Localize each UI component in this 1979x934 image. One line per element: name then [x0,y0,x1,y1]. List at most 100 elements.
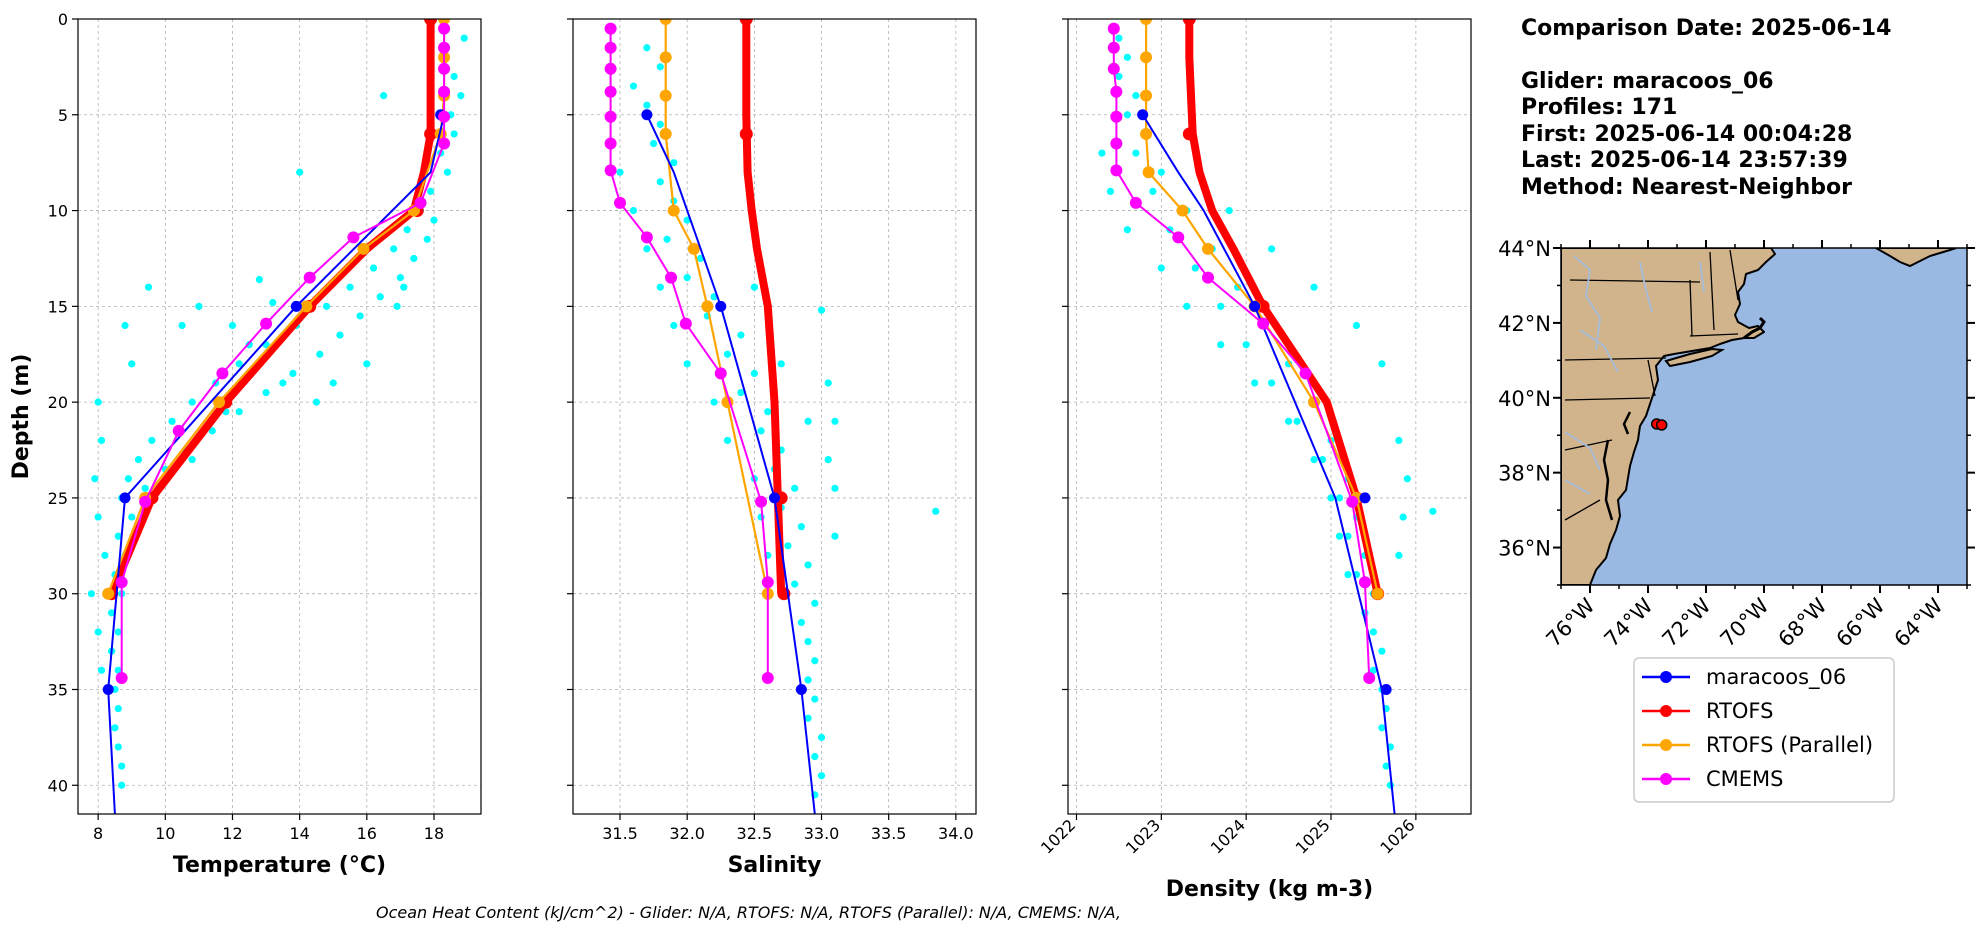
salinity-glider-obs-point [750,283,758,291]
salinity-glider-obs-point [797,523,805,531]
density-glider-obs-point [1378,724,1386,732]
density-marker-cmems [1110,85,1123,98]
density-marker-cmems [1172,231,1185,244]
density-glider-obs-point [1098,149,1106,157]
temperature-glider-obs-point [121,321,129,330]
temperature-y-tick-label: 10 [48,202,68,221]
salinity-marker-rtofs [739,127,753,141]
temperature-marker-cmems [172,424,185,437]
density-glider-obs-point [1378,360,1386,368]
salinity-x-tick-label: 34.0 [938,824,974,843]
map-land [1561,248,1776,585]
temperature-y-tick-label: 40 [48,776,68,795]
salinity-glider-obs-point [764,408,772,416]
density-line-maracoos-06 [1141,114,1396,814]
salinity-glider-obs-point [932,507,940,515]
density-glider-obs-point [1429,507,1437,515]
salinity-glider-obs-point [791,484,799,492]
salinity-marker-cmems [665,271,678,284]
density-glider-obs-point [1268,379,1276,387]
density-glider-obs-point [1242,341,1250,349]
temperature-x-axis-label: Temperature (°C) [173,853,386,878]
salinity-line-rtofs [742,19,786,594]
salinity-glider-obs-point [811,695,819,703]
salinity-glider-obs-point [656,120,664,128]
salinity-glider-obs-point [817,772,826,780]
temperature-glider-obs-point [346,283,354,291]
density-glider-obs-point [1378,647,1386,655]
density-glider-obs-point [1115,34,1123,42]
temperature-marker-maracoos-06 [290,300,302,312]
salinity-marker-cmems [714,367,727,380]
temperature-glider-obs-point [403,226,411,234]
density-glider-obs-point [1382,762,1390,770]
temperature-glider-obs-point [279,379,287,387]
salinity-glider-obs-point [811,657,819,665]
density-plot-area [1098,19,1437,814]
density-marker-cmems [1201,271,1214,284]
salinity-marker-cmems [604,164,617,177]
density-glider-obs-point [1132,92,1140,100]
density-glider-obs-point [1217,302,1225,310]
salinity-marker-rtofs [739,19,753,26]
salinity-glider-obs-point [629,82,638,90]
temperature-glider-obs-point [128,513,136,521]
map-lat-label: 36°N [1498,537,1551,561]
salinity-glider-obs-point [616,168,624,176]
method: Method: Nearest-Neighbor [1521,175,1852,200]
info-block: Comparison Date: 2025-06-14 Glider: mara… [1521,16,1891,200]
density-marker-rtofs [1182,127,1196,141]
salinity-glider-obs-point [804,637,812,646]
salinity-marker-cmems [614,196,627,209]
salinity-marker-rtofs-parallel- [659,89,672,102]
map-lon-label: 64°W [1890,593,1948,651]
temperature-marker-cmems [139,495,152,508]
temperature-glider-obs-point [101,551,109,559]
density-marker-cmems [1107,62,1120,75]
temperature-marker-maracoos-06 [102,683,114,695]
density-glider-obs-point [1344,532,1352,540]
density-glider-obs-point [1327,494,1335,502]
temperature-marker-rtofs [424,127,438,141]
salinity-glider-obs-point [824,379,832,387]
map-lon-label: 74°W [1600,593,1658,651]
salinity-marker-cmems [604,110,617,123]
map-lon-label: 68°W [1774,593,1832,651]
salinity-marker-cmems [604,62,617,75]
density-glider-obs-point [1344,570,1352,579]
temperature-marker-cmems [438,110,451,123]
salinity-glider-obs-point [656,283,664,291]
density-glider-obs-point [1217,341,1225,349]
salinity-glider-obs-point [670,159,678,167]
temperature-x-tick-label: 16 [357,824,377,843]
temperature-glider-obs-point [269,298,277,307]
last-time: Last: 2025-06-14 23:57:39 [1521,148,1848,173]
temperature-marker-cmems [115,576,128,589]
density-glider-obs-point [1123,53,1131,61]
density-x-tick-label: 1024 [1207,815,1249,857]
temperature-glider-obs-point [87,590,96,598]
temperature-marker-rtofs-parallel- [102,587,115,600]
salinity-axes-frame [572,18,977,815]
density-glider-obs-point [1399,513,1407,521]
temperature-glider-obs-point [457,92,465,100]
density-marker-rtofs-parallel- [1140,19,1153,25]
long-island [1664,347,1726,368]
temperature-y-tick-label: 30 [48,585,68,604]
density-glider-obs-point [1183,302,1191,310]
temperature-glider-obs-point [141,484,149,492]
density-glider-obs-point [1123,111,1131,119]
cape-cod [1743,316,1766,340]
salinity-glider-obs-point [817,733,826,741]
density-marker-rtofs-parallel- [1371,587,1384,600]
density-marker-cmems [1110,137,1123,150]
density-axes-frame [1067,18,1472,815]
temperature-glider-obs-point [443,168,452,176]
salinity-glider-obs-point [663,235,671,243]
temperature-glider-obs-point [128,360,136,368]
temperature-marker-cmems [347,231,360,244]
glider-name: Glider: maracoos_06 [1521,69,1774,94]
temperature-line-maracoos-06 [107,114,446,814]
density-marker-maracoos-06 [1380,683,1392,695]
